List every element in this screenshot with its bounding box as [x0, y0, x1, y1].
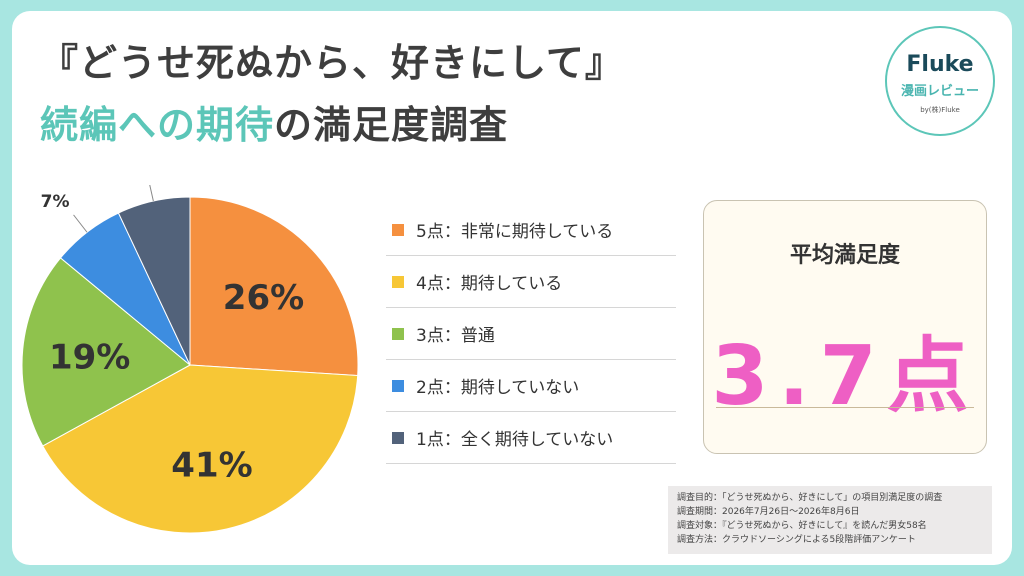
logo-subtitle: 漫画レビュー	[900, 84, 979, 99]
pie-value-label: 26%	[223, 278, 304, 318]
average-underline	[716, 407, 974, 408]
pie-slice	[189, 196, 359, 377]
page-subtitle: 続編への期待の満足度調査	[40, 94, 508, 149]
legend-label: 2点：期待していない	[416, 378, 580, 398]
note-method: 調査方法：クラウドソーシングによる5段階評価アンケート	[677, 535, 916, 545]
legend-swatch	[392, 431, 404, 444]
subtitle-accent: 続編への期待	[40, 103, 275, 147]
legend-swatch	[392, 327, 404, 340]
note-period: 調査期間：2026年7月26日～2026年8月6日	[677, 507, 860, 517]
pie-leader-line	[73, 214, 88, 233]
subtitle-rest: の満足度調査	[274, 103, 509, 147]
average-score-box: 平均満足度 3.7点	[703, 200, 987, 454]
pie-slice	[21, 257, 191, 447]
legend-label: 5点：非常に期待している	[416, 222, 614, 242]
pie-chart: 26%41%19%7%7%	[21, 185, 359, 534]
legend-label: 1点：全く期待していない	[416, 430, 614, 450]
pie-value-label: 19%	[49, 338, 130, 378]
legend-item: 5点：非常に期待している	[386, 204, 676, 256]
pie-value-label: 7%	[41, 192, 70, 212]
note-target: 調査対象：『どうせ死ぬから、好きにして』を読んだ男女58名	[677, 521, 927, 531]
legend-label: 3点：普通	[416, 326, 495, 346]
pie-value-label: 41%	[171, 445, 252, 485]
average-label: 平均満足度	[789, 243, 900, 268]
chart-legend: 5点：非常に期待している 4点：期待している 3点：普通 2点：期待していない 1点：全…	[386, 204, 676, 464]
legend-swatch	[392, 223, 404, 236]
legend-swatch	[392, 379, 404, 392]
fluke-logo: Fluke 漫画レビュー by(株)Fluke	[885, 26, 995, 136]
page-title: 『どうせ死ぬから、好きにして』	[40, 41, 624, 85]
legend-label: 4点：期待している	[416, 274, 563, 294]
legend-item: 3点：普通	[386, 308, 676, 360]
average-value: 3.7点	[711, 329, 979, 424]
survey-notes: 調査目的：「どうせ死ぬから、好きにして」の項目別満足度の調査 調査期間：2026…	[668, 486, 992, 554]
legend-item: 4点：期待している	[386, 256, 676, 308]
pie-leader-line	[149, 185, 154, 202]
pie-slice	[117, 196, 191, 366]
legend-swatch	[392, 275, 404, 288]
logo-byline: by(株)Fluke	[920, 106, 960, 114]
legend-item: 1点：全く期待していない	[386, 412, 676, 464]
logo-name: Fluke	[906, 52, 974, 77]
legend-item: 2点：期待していない	[386, 360, 676, 412]
note-purpose: 調査目的：「どうせ死ぬから、好きにして」の項目別満足度の調査	[677, 493, 943, 503]
pie-slice	[42, 364, 359, 534]
